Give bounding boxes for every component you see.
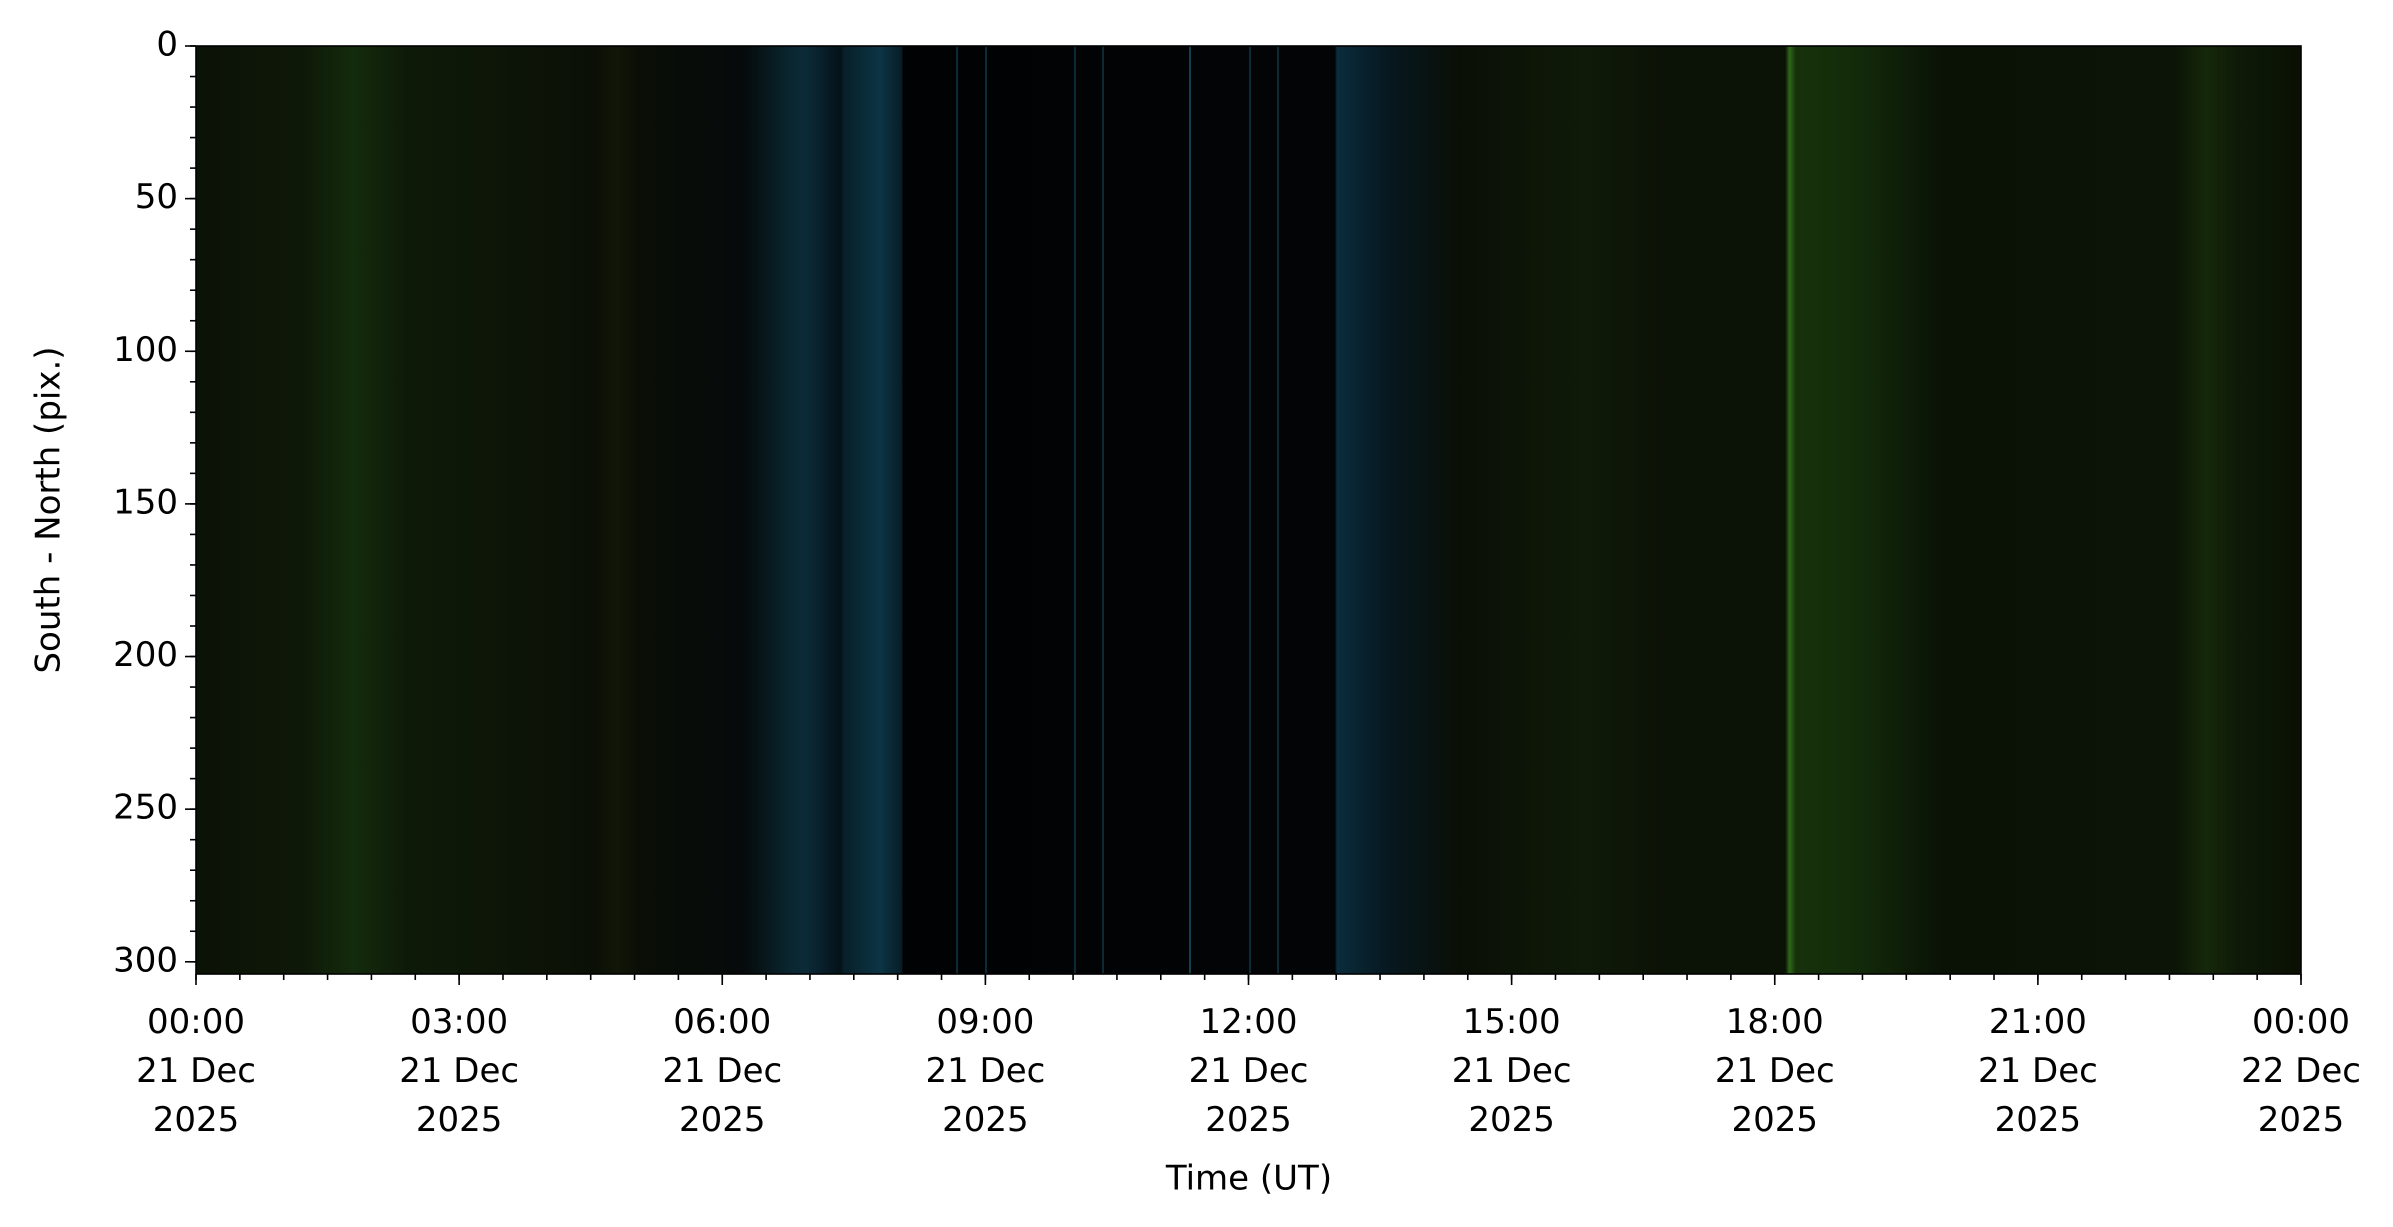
x-tick-label-line: 21:00 — [1989, 1002, 2087, 1042]
x-tick-label: 12:00 21 Dec 2025 — [1189, 1002, 1309, 1140]
x-tick-label-line: 21 Dec — [1189, 1051, 1309, 1091]
x-tick-label-line: 21 Dec — [662, 1051, 782, 1091]
x-tick-label-line: 21 Dec — [1978, 1051, 2098, 1091]
x-tick-label-line: 06:00 — [673, 1002, 771, 1042]
x-tick-label-line: 2025 — [942, 1100, 1029, 1140]
y-tick-label: 200 — [113, 635, 178, 675]
x-tick-label-line: 2025 — [679, 1100, 766, 1140]
y-tick-label: 250 — [113, 788, 178, 828]
image-streaks — [956, 46, 1279, 974]
y-tick-label: 100 — [113, 330, 178, 370]
x-tick-label: 00:00 21 Dec 2025 — [136, 1002, 256, 1140]
x-tick-label-line: 2025 — [416, 1100, 503, 1140]
x-tick-label-line: 21 Dec — [925, 1051, 1045, 1091]
x-tick-label-line: 21 Dec — [1452, 1051, 1572, 1091]
x-tick-label: 00:00 22 Dec 2025 — [2241, 1002, 2361, 1140]
x-tick-label-line: 21 Dec — [136, 1051, 256, 1091]
x-tick-label-line: 2025 — [2258, 1100, 2345, 1140]
y-tick-label: 0 — [156, 25, 178, 65]
x-tick-label-line: 22 Dec — [2241, 1051, 2361, 1091]
x-tick-label: 09:00 21 Dec 2025 — [925, 1002, 1045, 1140]
x-tick-label-line: 03:00 — [410, 1002, 508, 1042]
keogram-image — [196, 46, 2301, 974]
y-tick-label: 300 — [113, 940, 178, 980]
x-tick-label-line: 12:00 — [1200, 1002, 1298, 1042]
x-tick-label-line: 2025 — [1205, 1100, 1292, 1140]
x-tick-label-line: 2025 — [153, 1100, 240, 1140]
x-tick-label-line: 18:00 — [1726, 1002, 1824, 1042]
x-tick-label: 15:00 21 Dec 2025 — [1452, 1002, 1572, 1140]
y-tick-label: 50 — [135, 177, 178, 217]
x-axis-label: Time (UT) — [1165, 1159, 1332, 1199]
x-tick-label-line: 2025 — [1468, 1100, 1555, 1140]
x-tick-label: 21:00 21 Dec 2025 — [1978, 1002, 2098, 1140]
x-tick-label-line: 21 Dec — [399, 1051, 519, 1091]
x-tick-label-line: 09:00 — [936, 1002, 1034, 1042]
x-tick-label: 18:00 21 Dec 2025 — [1715, 1002, 1835, 1140]
x-tick-label: 03:00 21 Dec 2025 — [399, 1002, 519, 1140]
x-tick-label-line: 00:00 — [147, 1002, 245, 1042]
x-tick-label-line: 2025 — [1995, 1100, 2082, 1140]
x-tick-label-line: 21 Dec — [1715, 1051, 1835, 1091]
y-tick-label: 150 — [113, 482, 178, 522]
y-axis-label: South - North (pix.) — [29, 346, 69, 673]
x-tick-label-line: 2025 — [1731, 1100, 1818, 1140]
x-tick-label: 06:00 21 Dec 2025 — [662, 1002, 782, 1140]
x-tick-label-line: 00:00 — [2252, 1002, 2350, 1042]
x-tick-label-line: 15:00 — [1463, 1002, 1561, 1042]
